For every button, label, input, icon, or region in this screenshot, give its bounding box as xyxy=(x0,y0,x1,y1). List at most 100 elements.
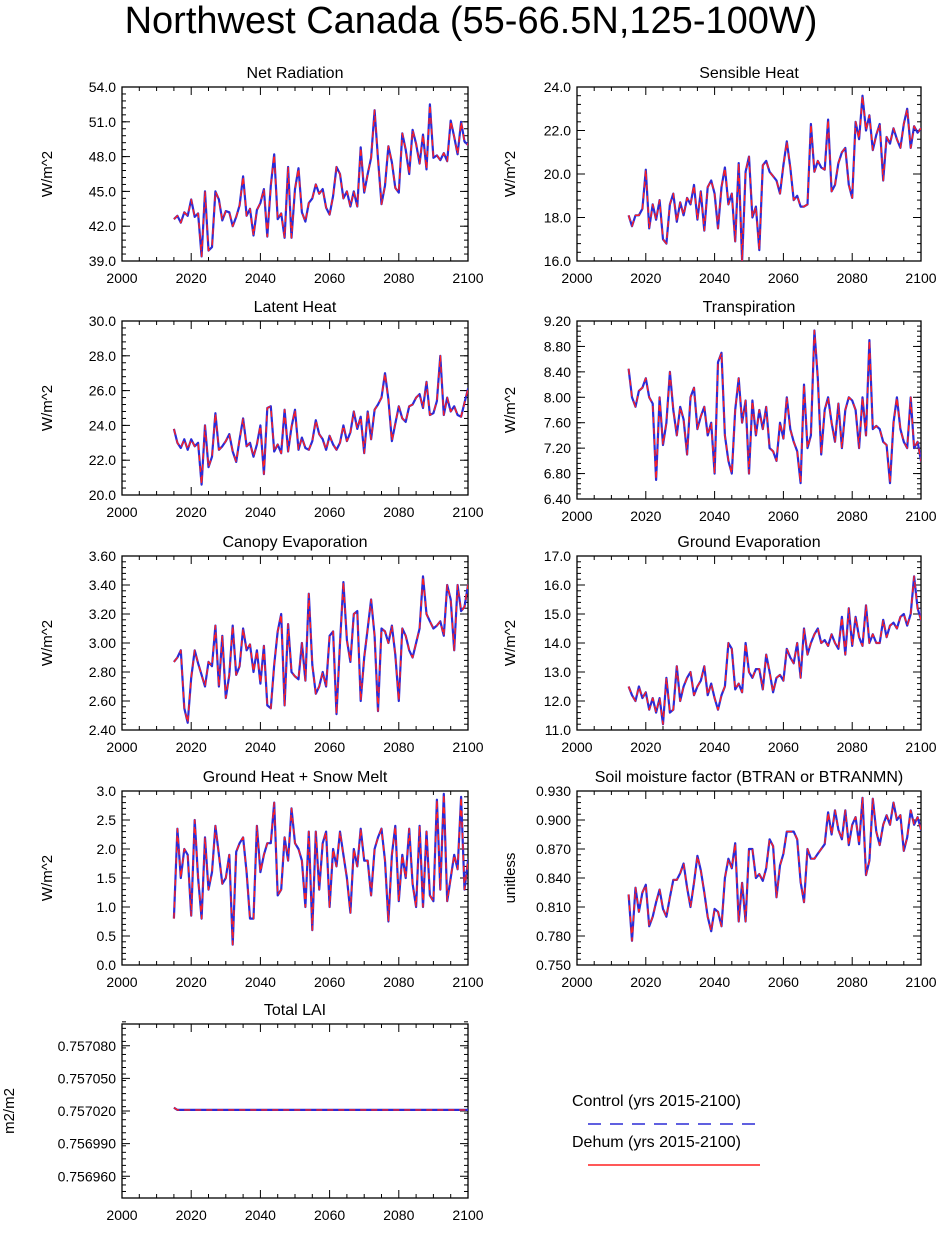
y-tick-label: 8.00 xyxy=(544,389,571,405)
x-tick-label: 2100 xyxy=(452,504,483,520)
panel-title: Ground Evaporation xyxy=(677,534,820,551)
y-tick-label: 0.757020 xyxy=(58,1103,117,1119)
y-tick-label: 12.0 xyxy=(544,693,571,709)
x-tick-label: 2060 xyxy=(314,739,345,755)
y-tick-label: 14.0 xyxy=(544,635,571,651)
x-tick-label: 2020 xyxy=(176,270,207,286)
y-tick-label: 2.5 xyxy=(97,812,117,828)
x-tick-label: 2020 xyxy=(630,974,661,990)
y-tick-label: 8.80 xyxy=(544,338,571,354)
y-tick-label: 0.750 xyxy=(536,957,571,973)
x-tick-label: 2060 xyxy=(314,1207,345,1223)
x-tick-label: 2100 xyxy=(905,974,936,990)
x-tick-label: 2040 xyxy=(245,974,276,990)
y-tick-label: 0.840 xyxy=(536,870,571,886)
y-tick-label: 0.757050 xyxy=(58,1070,117,1086)
y-axis-label: W/m^2 xyxy=(502,151,519,197)
x-tick-label: 2080 xyxy=(383,270,414,286)
figure-title: Northwest Canada (55-66.5N,125-100W) xyxy=(125,0,818,42)
y-axis-label: m2/m2 xyxy=(1,1088,18,1134)
plot-frame xyxy=(121,86,469,262)
x-tick-label: 2060 xyxy=(314,270,345,286)
plot-frame xyxy=(576,790,922,966)
y-tick-label: 0.810 xyxy=(536,899,571,915)
x-tick-label: 2000 xyxy=(106,504,137,520)
x-tick-label: 2000 xyxy=(561,739,592,755)
x-tick-label: 2040 xyxy=(245,1207,276,1223)
y-tick-label: 22.0 xyxy=(544,123,571,139)
series-line-dehum xyxy=(627,797,921,942)
y-tick-label: 3.20 xyxy=(89,606,116,622)
y-tick-label: 0.0 xyxy=(97,957,117,973)
x-tick-label: 2060 xyxy=(768,739,799,755)
y-tick-label: 2.40 xyxy=(89,722,116,738)
x-tick-label: 2040 xyxy=(699,270,730,286)
x-tick-label: 2080 xyxy=(383,504,414,520)
x-tick-label: 2040 xyxy=(699,739,730,755)
y-tick-label: 6.40 xyxy=(544,491,571,507)
series-line-control xyxy=(173,575,468,724)
y-tick-label: 9.20 xyxy=(544,313,571,329)
y-tick-label: 15.0 xyxy=(544,606,571,622)
plot-frame xyxy=(121,320,469,496)
panel-title: Total LAI xyxy=(264,1002,326,1019)
panel-6: Ground Evaporation W/m^2 2000 2020 2040 2060 2… xyxy=(502,534,937,755)
x-tick-label: 2060 xyxy=(768,270,799,286)
y-tick-label: 11.0 xyxy=(545,722,571,738)
series-line-dehum xyxy=(173,575,468,724)
x-tick-label: 2000 xyxy=(106,270,137,286)
y-tick-label: 8.40 xyxy=(544,364,571,380)
series-line-control xyxy=(172,354,468,486)
panel-4: Transpiration W/m^2 2000 2020 2040 2060 2080 21… xyxy=(502,299,937,524)
panels: Net Radiation W/m^2 2000 2020 2040 2060 2080 21… xyxy=(1,65,937,1223)
y-tick-label: 1.5 xyxy=(97,870,117,886)
y-tick-label: 20.0 xyxy=(544,166,571,182)
y-tick-label: 17.0 xyxy=(544,548,571,564)
y-axis-label: W/m^2 xyxy=(39,855,56,901)
series-line-control xyxy=(627,796,921,942)
y-axis-label: unitless xyxy=(502,853,519,904)
y-tick-label: 3.0 xyxy=(97,783,117,799)
y-tick-label: 3.60 xyxy=(89,548,116,564)
x-tick-label: 2080 xyxy=(383,739,414,755)
x-tick-label: 2100 xyxy=(452,270,483,286)
x-tick-label: 2000 xyxy=(106,974,137,990)
x-tick-label: 2020 xyxy=(630,508,661,524)
y-tick-label: 30.0 xyxy=(89,313,116,329)
panel-title: Soil moisture factor (BTRAN or BTRANMN) xyxy=(595,769,904,786)
y-tick-label: 0.756960 xyxy=(58,1168,117,1184)
x-tick-label: 2100 xyxy=(452,1207,483,1223)
y-tick-label: 54.0 xyxy=(89,79,116,95)
y-tick-label: 0.900 xyxy=(536,812,571,828)
y-tick-label: 13.0 xyxy=(544,664,571,680)
series-line-control xyxy=(173,103,468,258)
series-line-dehum xyxy=(627,575,921,725)
panel-title: Transpiration xyxy=(703,299,796,316)
y-tick-label: 39.0 xyxy=(89,253,116,269)
series-line-dehum xyxy=(627,329,921,484)
panel-title: Sensible Heat xyxy=(699,65,799,82)
y-tick-label: 6.80 xyxy=(544,466,571,482)
y-tick-label: 26.0 xyxy=(89,383,116,399)
x-tick-label: 2020 xyxy=(176,739,207,755)
x-tick-label: 2100 xyxy=(905,270,936,286)
y-tick-label: 0.780 xyxy=(536,928,571,944)
x-tick-label: 2000 xyxy=(561,270,592,286)
x-tick-label: 2020 xyxy=(630,739,661,755)
panel-5: Canopy Evaporation W/m^2 2000 2020 2040 2060 2… xyxy=(39,534,484,755)
y-tick-label: 3.00 xyxy=(89,635,116,651)
y-tick-label: 16.0 xyxy=(544,577,571,593)
y-axis-label: W/m^2 xyxy=(39,385,56,431)
y-tick-label: 42.0 xyxy=(89,218,116,234)
y-tick-label: 3.40 xyxy=(89,577,116,593)
y-tick-label: 24.0 xyxy=(544,79,571,95)
y-tick-label: 1.0 xyxy=(97,899,117,915)
y-tick-label: 7.20 xyxy=(544,440,571,456)
x-tick-label: 2060 xyxy=(314,504,345,520)
x-tick-label: 2020 xyxy=(176,1207,207,1223)
y-tick-label: 28.0 xyxy=(89,348,116,364)
y-tick-label: 0.5 xyxy=(97,928,117,944)
series-line-dehum xyxy=(173,793,468,946)
x-tick-label: 2020 xyxy=(630,270,661,286)
